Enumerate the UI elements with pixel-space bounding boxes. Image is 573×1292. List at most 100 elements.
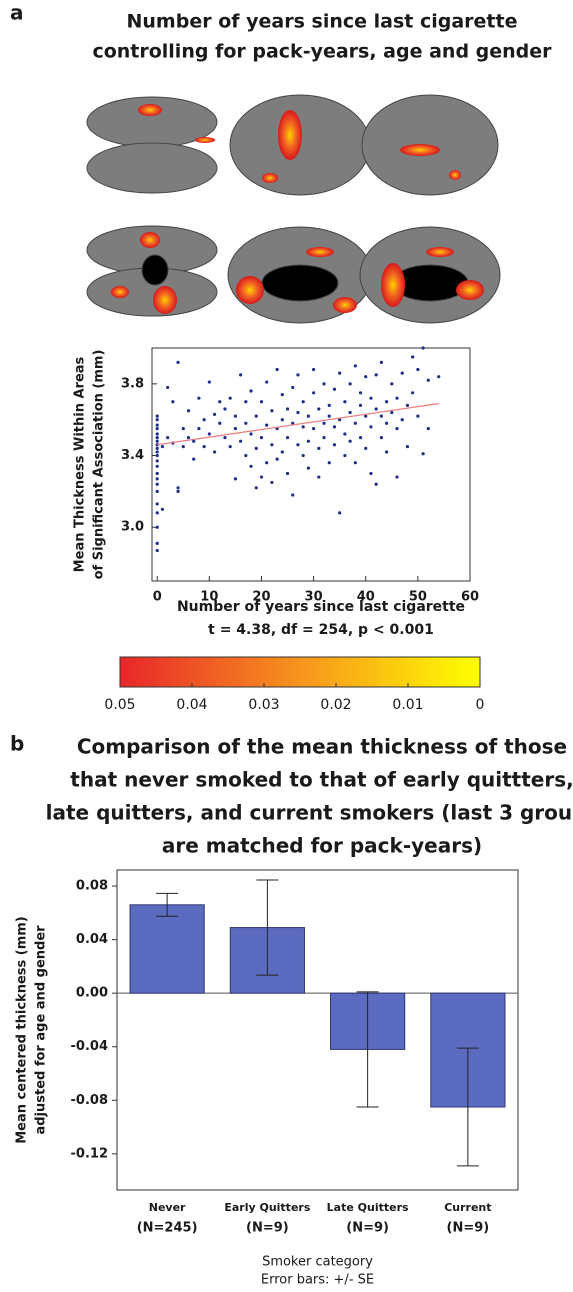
data-point: [155, 477, 159, 481]
data-point: [155, 471, 159, 476]
x-tick-label: Early Quitters: [224, 1201, 310, 1214]
data-point: [426, 427, 430, 431]
data-point: [270, 409, 274, 413]
y-axis-label: of Significant Association (mm): [92, 350, 107, 580]
data-point: [233, 414, 238, 418]
data-point: [155, 489, 159, 493]
y-tick-label: 3.0: [121, 520, 144, 535]
data-point: [343, 453, 347, 458]
data-point: [244, 400, 248, 404]
data-point: [358, 436, 363, 440]
data-point: [369, 471, 373, 476]
data-point: [411, 355, 415, 359]
data-point: [384, 400, 389, 404]
data-point: [312, 391, 316, 395]
data-point: [280, 418, 284, 422]
data-point: [176, 489, 180, 493]
data-point: [353, 421, 357, 425]
data-point: [166, 385, 170, 390]
x-axis-label: Number of years since last cigarette: [177, 599, 465, 615]
data-point: [228, 396, 232, 400]
data-point: [364, 446, 368, 450]
data-point: [155, 436, 159, 440]
brain-images: [86, 94, 501, 324]
data-point: [322, 436, 326, 440]
data-point: [155, 459, 159, 463]
data-point: [411, 391, 415, 395]
data-point: [244, 453, 248, 458]
data-point: [171, 400, 175, 404]
data-point: [312, 427, 316, 431]
data-point: [197, 396, 201, 400]
data-point: [358, 391, 363, 395]
y-tick-label: -0.08: [71, 1093, 108, 1108]
data-point: [197, 427, 201, 431]
data-point: [223, 436, 227, 440]
data-point: [239, 439, 243, 443]
chart-title: controlling for pack-years, age and gend…: [92, 41, 552, 63]
data-point: [301, 425, 305, 429]
data-point: [270, 480, 274, 485]
data-point: [223, 407, 227, 411]
data-point: [160, 444, 165, 449]
data-point: [207, 432, 211, 436]
x-tick-count: (N=9): [447, 1221, 490, 1236]
data-point: [249, 432, 253, 436]
data-point: [254, 414, 258, 418]
data-point: [353, 461, 357, 465]
data-point: [155, 423, 159, 427]
x-tick-label: Late Quitters: [327, 1201, 409, 1214]
x-tick-label: 20: [252, 590, 270, 605]
data-point: [155, 439, 159, 443]
data-point: [296, 443, 300, 447]
y-axis-label: Mean centered thickness (mm): [15, 916, 30, 1144]
data-point: [374, 373, 378, 377]
data-point: [218, 421, 222, 425]
data-point: [155, 511, 159, 515]
data-point: [374, 482, 378, 486]
data-point: [285, 407, 290, 411]
x-tick-label: 30: [305, 590, 323, 605]
data-point: [322, 421, 326, 425]
data-point: [353, 364, 357, 368]
data-point: [239, 373, 243, 377]
data-point: [348, 410, 352, 415]
data-point: [437, 375, 441, 379]
error-bar: [156, 892, 179, 917]
x-tick-label: 40: [357, 590, 375, 605]
data-point: [212, 450, 217, 454]
data-point: [312, 367, 316, 372]
data-point: [155, 453, 159, 458]
data-point: [249, 389, 253, 393]
colorbar-tick-label: 0.02: [320, 697, 351, 713]
data-point: [259, 475, 264, 479]
data-point: [332, 387, 337, 391]
data-point: [218, 400, 222, 404]
data-point: [301, 400, 305, 404]
chart-title: that never smoked to that of early quitt…: [70, 768, 573, 792]
data-point: [395, 396, 399, 400]
data-point: [155, 446, 159, 450]
data-point: [291, 385, 295, 390]
data-point: [155, 548, 159, 553]
data-point: [348, 439, 352, 443]
data-point: [384, 421, 389, 425]
data-point: [291, 421, 295, 425]
data-point: [285, 436, 290, 440]
data-point: [181, 427, 185, 431]
data-point: [338, 511, 342, 515]
data-point: [212, 412, 217, 416]
data-point: [233, 477, 238, 481]
data-point: [306, 439, 310, 443]
fit-line: [157, 402, 439, 446]
annotation: t = 4.38, df = 254, p < 0.001: [208, 622, 434, 638]
data-point: [400, 371, 404, 375]
data-point: [306, 466, 310, 470]
data-point: [270, 443, 274, 447]
data-point: [306, 414, 310, 418]
data-point: [280, 450, 284, 454]
data-point: [265, 380, 269, 384]
data-point: [155, 418, 159, 422]
data-point: [317, 446, 321, 450]
